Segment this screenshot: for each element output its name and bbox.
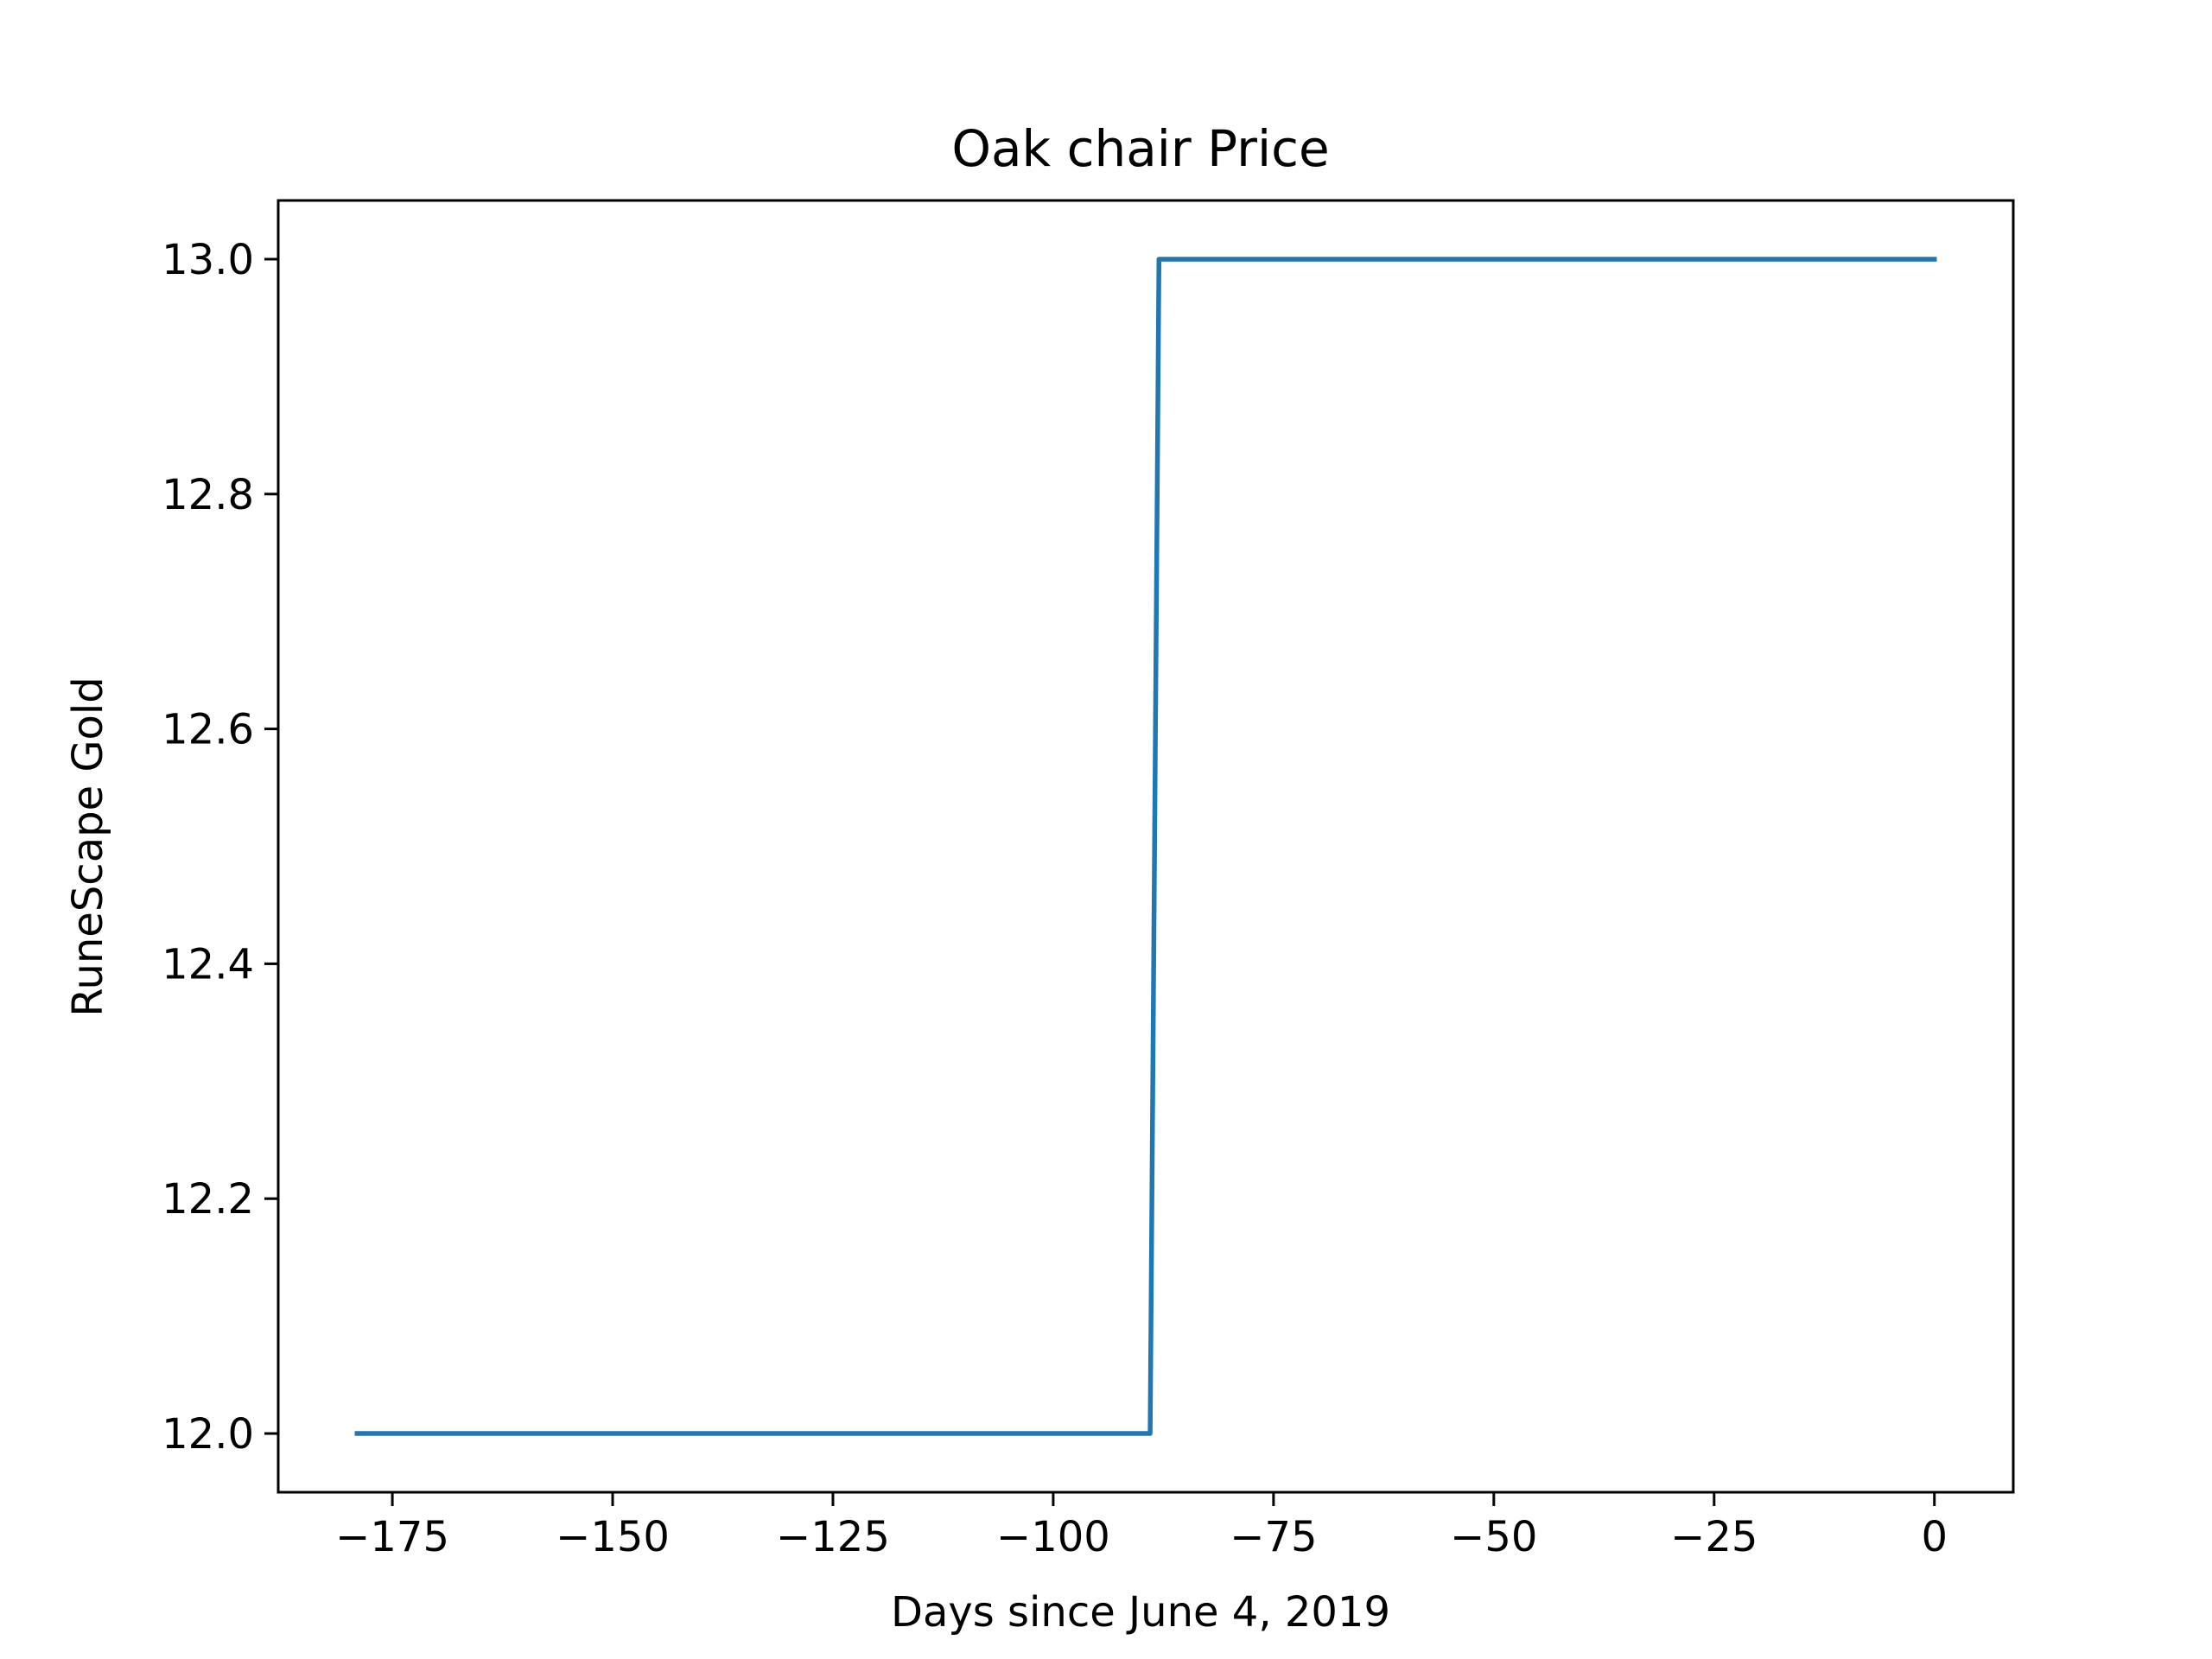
x-tick-label: −150 <box>556 1513 670 1561</box>
y-axis-label: RuneScape Gold <box>64 677 112 1016</box>
chart-title: Oak chair Price <box>951 119 1329 178</box>
plot-area: −175 −150 −125 −100 −75 −50 −25 0 12.0 12.2 12.4 12… <box>162 199 2015 1561</box>
axes-frame <box>276 199 2015 1494</box>
y-tick-label: 12.2 <box>162 1175 254 1224</box>
x-tick-label: −25 <box>1670 1513 1758 1561</box>
x-tick-label: −175 <box>335 1513 449 1561</box>
x-tick-label: −125 <box>776 1513 890 1561</box>
y-tick-label: 13.0 <box>162 236 254 284</box>
x-tick-label: 0 <box>1921 1513 1948 1561</box>
x-tick-label: −50 <box>1450 1513 1537 1561</box>
x-tick-label: −75 <box>1230 1513 1317 1561</box>
y-tick-label: 12.0 <box>162 1410 254 1459</box>
y-tick-label: 12.8 <box>162 471 254 519</box>
y-tick-label: 12.4 <box>162 940 254 988</box>
y-tick-label: 12.6 <box>162 706 254 754</box>
series-line-0 <box>354 257 1937 1436</box>
x-axis-label: Days since June 4, 2019 <box>891 1588 1390 1637</box>
x-tick-label: −100 <box>996 1513 1110 1561</box>
